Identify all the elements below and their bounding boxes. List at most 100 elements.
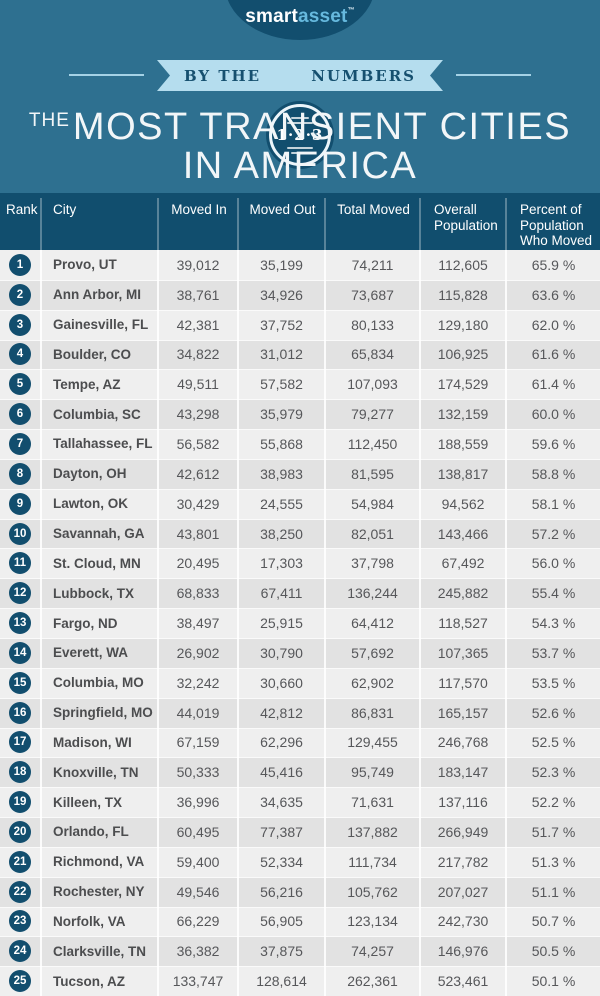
city-cell: Clarksville, TN <box>42 936 159 967</box>
moved-in-cell: 49,546 <box>159 876 239 907</box>
total-moved-cell: 136,244 <box>326 578 421 609</box>
rank-badge: 2 <box>9 283 31 306</box>
overall-population-cell: 117,570 <box>421 667 507 698</box>
rank-badge: 12 <box>9 582 31 605</box>
table-row: 2 Ann Arbor, MI 38,761 34,926 73,687 115… <box>0 279 600 310</box>
rank-cell: 9 <box>0 488 42 519</box>
total-moved-cell: 65,834 <box>326 339 421 370</box>
badge-decor-line <box>291 116 309 119</box>
overall-population-cell: 112,605 <box>421 250 507 280</box>
rank-badge: 24 <box>9 940 31 963</box>
city-cell: Provo, UT <box>42 250 159 280</box>
rank-cell: 18 <box>0 757 42 788</box>
percent-cell: 62.0 % <box>531 316 576 333</box>
trademark-mark: ™ <box>347 7 355 14</box>
table-row: 23 Norfolk, VA 66,229 56,905 123,134 242… <box>0 906 600 937</box>
overall-population-cell: 165,157 <box>421 697 507 728</box>
moved-in-cell: 43,298 <box>159 399 239 430</box>
moved-in-cell: 38,497 <box>159 608 239 638</box>
percent-cell: 59.6 % <box>531 435 576 452</box>
badge-decor-line <box>287 146 313 149</box>
rank-cell: 12 <box>0 578 42 609</box>
rank-badge: 16 <box>9 701 31 724</box>
percent-cell: 50.5 % <box>531 943 576 960</box>
rank-badge: 15 <box>9 671 31 694</box>
column-header-overall-population: Overall Population <box>421 193 507 250</box>
rank-badge: 19 <box>9 791 31 814</box>
logo-word-asset: asset <box>297 6 348 27</box>
city-cell: Springfield, MO <box>42 697 159 728</box>
overall-population-cell: 115,828 <box>421 279 507 310</box>
table-row: 25 Tucson, AZ 133,747 128,614 262,361 52… <box>0 966 600 996</box>
table-header-row: Rank City Moved In Moved Out Total Moved… <box>0 193 600 250</box>
rank-badge: 13 <box>9 612 31 635</box>
moved-in-cell: 68,833 <box>159 578 239 609</box>
table-row: 21 Richmond, VA 59,400 52,334 111,734 21… <box>0 846 600 877</box>
moved-in-cell: 20,495 <box>159 548 239 579</box>
percent-cell: 60.0 % <box>531 406 576 423</box>
city-cell: Tallahassee, FL <box>42 429 159 459</box>
moved-out-cell: 77,387 <box>239 817 326 847</box>
overall-population-cell: 137,116 <box>421 787 507 818</box>
table-body: 1 Provo, UT 39,012 35,199 74,211 112,605… <box>0 250 600 996</box>
moved-out-cell: 52,334 <box>239 846 326 877</box>
table-row: 22 Rochester, NY 49,546 56,216 105,762 2… <box>0 876 600 907</box>
rank-cell: 22 <box>0 876 42 907</box>
rank-cell: 19 <box>0 787 42 818</box>
city-cell: Lawton, OK <box>42 488 159 519</box>
rank-badge: 8 <box>9 462 31 485</box>
percent-cell: 52.6 % <box>531 704 576 721</box>
percent-cell: 53.5 % <box>531 674 576 691</box>
rank-cell: 13 <box>0 608 42 638</box>
total-moved-cell: 129,455 <box>326 727 421 758</box>
rank-cell: 16 <box>0 697 42 728</box>
city-cell: Rochester, NY <box>42 876 159 907</box>
total-moved-cell: 71,631 <box>326 787 421 818</box>
moved-in-cell: 34,822 <box>159 339 239 370</box>
rank-badge: 9 <box>9 492 31 515</box>
moved-out-cell: 38,983 <box>239 458 326 489</box>
percent-cell: 52.3 % <box>531 764 576 781</box>
total-moved-cell: 105,762 <box>326 876 421 907</box>
overall-population-cell: 143,466 <box>421 518 507 549</box>
overall-population-cell: 106,925 <box>421 339 507 370</box>
table-row: 11 St. Cloud, MN 20,495 17,303 37,798 67… <box>0 548 600 579</box>
table-row: 7 Tallahassee, FL 56,582 55,868 112,450 … <box>0 429 600 459</box>
rank-badge: 21 <box>9 850 31 873</box>
city-cell: Tempe, AZ <box>42 369 159 400</box>
table-row: 4 Boulder, CO 34,822 31,012 65,834 106,9… <box>0 339 600 370</box>
moved-in-cell: 39,012 <box>159 250 239 280</box>
moved-out-cell: 62,296 <box>239 727 326 758</box>
overall-population-cell: 242,730 <box>421 906 507 937</box>
rank-cell: 25 <box>0 966 42 996</box>
city-cell: Knoxville, TN <box>42 757 159 788</box>
rank-cell: 1 <box>0 250 42 280</box>
percent-cell: 58.8 % <box>531 465 576 482</box>
city-cell: Lubbock, TX <box>42 578 159 609</box>
total-moved-cell: 86,831 <box>326 697 421 728</box>
total-moved-cell: 262,361 <box>326 966 421 996</box>
column-header-rank: Rank <box>0 193 42 250</box>
column-header-moved-in: Moved In <box>159 193 239 250</box>
percent-cell: 52.5 % <box>531 734 576 751</box>
percent-cell: 51.3 % <box>531 853 576 870</box>
rank-cell: 15 <box>0 667 42 698</box>
moved-in-cell: 133,747 <box>159 966 239 996</box>
title-line-1: THEMOST TRANSIENT CITIES <box>0 100 600 148</box>
rank-badge: 7 <box>9 432 31 455</box>
moved-out-cell: 38,250 <box>239 518 326 549</box>
moved-in-cell: 50,333 <box>159 757 239 788</box>
moved-in-cell: 49,511 <box>159 369 239 400</box>
moved-out-cell: 25,915 <box>239 608 326 638</box>
city-cell: Everett, WA <box>42 637 159 668</box>
rank-cell: 4 <box>0 339 42 370</box>
moved-out-cell: 56,905 <box>239 906 326 937</box>
rank-cell: 3 <box>0 309 42 340</box>
table-row: 9 Lawton, OK 30,429 24,555 54,984 94,562… <box>0 488 600 519</box>
rank-badge: 22 <box>9 880 31 903</box>
moved-out-cell: 56,216 <box>239 876 326 907</box>
table-row: 8 Dayton, OH 42,612 38,983 81,595 138,81… <box>0 458 600 489</box>
moved-in-cell: 42,612 <box>159 458 239 489</box>
city-cell: Columbia, SC <box>42 399 159 430</box>
moved-in-cell: 43,801 <box>159 518 239 549</box>
